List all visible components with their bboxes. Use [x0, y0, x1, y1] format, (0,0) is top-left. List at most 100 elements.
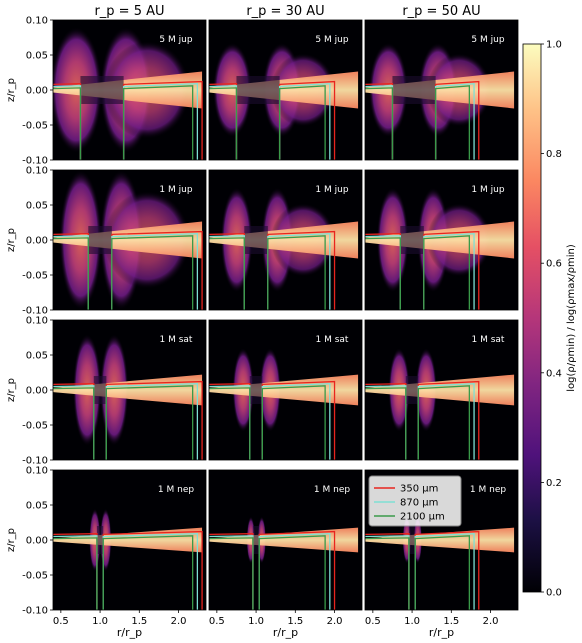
gap-region — [392, 76, 436, 104]
contour-line — [365, 385, 471, 460]
x-axis-label: r/r_p — [117, 626, 142, 639]
gap-region — [400, 226, 424, 254]
mass-label: 1 M nep — [158, 485, 194, 495]
contour-line — [365, 85, 471, 160]
y-tick-label: 0.00 — [26, 86, 48, 97]
panel-frame — [208, 19, 363, 161]
colorbar-tick-label: 0.8 — [546, 149, 562, 160]
gap-region — [93, 376, 107, 404]
mass-label: 1 M nep — [470, 485, 506, 495]
disk-midplane — [209, 71, 359, 109]
y-tick-label: -0.10 — [22, 456, 48, 467]
x-axis-label: r/r_p — [273, 626, 298, 639]
y-axis-label: z/r_p — [6, 528, 17, 552]
colorbar-tick-label: 0.2 — [546, 478, 562, 489]
panel-r3-c3: 1 M sat — [364, 319, 519, 461]
panel-r2-c1: 1 M jup 0.10 0.05 0.00 -0.05 -0.10 z/r_p — [6, 166, 207, 317]
gap-region — [405, 376, 419, 404]
legend-label: 350 μm — [400, 484, 438, 495]
x-axis-label: r/r_p — [429, 626, 454, 639]
disk-midplane — [53, 527, 203, 553]
panel-frame — [364, 319, 519, 461]
panel-frame — [208, 319, 363, 461]
mass-label: 1 M sat — [160, 335, 193, 345]
colorbar-tick-label: 0.6 — [546, 259, 562, 270]
x-tick-label: 1.0 — [92, 616, 108, 627]
contour-line — [53, 235, 194, 310]
panel-r4-c1: 1 M nep 0.10 0.05 0.00 -0.05 -0.10 z/r_p 0.5 1.0… — [6, 466, 207, 639]
contour-line — [53, 385, 194, 460]
x-tick-label: 2.0 — [483, 616, 499, 627]
x-tick-label: 1.5 — [287, 616, 303, 627]
y-tick-label: 0.05 — [26, 501, 48, 512]
gap-region — [249, 376, 263, 404]
panel-frame — [208, 469, 363, 611]
y-tick-label: 0.10 — [26, 166, 48, 177]
y-tick-label: -0.05 — [22, 271, 48, 282]
y-tick-label: -0.10 — [22, 306, 48, 317]
y-axis-label: z/r_p — [6, 378, 17, 402]
x-tick-label: 1.0 — [248, 616, 264, 627]
gap-region — [244, 226, 268, 254]
colorbar-tick-label: 0.4 — [546, 368, 562, 379]
mass-label: 5 M jup — [471, 35, 504, 45]
gap-region — [252, 526, 260, 554]
panel-r2-c3: 1 M jup — [364, 169, 519, 311]
legend: 350 μm 870 μm 2100 μm — [368, 475, 462, 527]
contour-line — [365, 235, 471, 310]
mass-label: 5 M jup — [159, 35, 192, 45]
mass-label: 1 M nep — [314, 485, 350, 495]
y-tick-label: 0.05 — [26, 51, 48, 62]
legend-label: 2100 μm — [400, 512, 445, 523]
mass-label: 1 M sat — [316, 335, 349, 345]
panel-frame — [364, 169, 519, 311]
y-tick-label: -0.05 — [22, 421, 48, 432]
panel-r2-c2: 1 M jup — [208, 169, 363, 311]
mass-label: 1 M jup — [471, 185, 504, 195]
panel-frame — [208, 169, 363, 311]
disk-midplane — [209, 221, 359, 259]
colorbar-tick-label: 0.0 — [546, 588, 562, 599]
mass-label: 1 M sat — [472, 335, 505, 345]
gap-region — [236, 76, 280, 104]
y-tick-label: 0.10 — [26, 16, 48, 27]
y-tick-label: 0.10 — [26, 316, 48, 327]
legend-label: 870 μm — [400, 498, 438, 509]
column-title: r_p = 30 AU — [246, 4, 324, 19]
x-tick-label: 1.0 — [404, 616, 420, 627]
y-tick-label: 0.10 — [26, 466, 48, 477]
panel-r1-c1: 5 M jup 0.10 0.05 0.00 -0.05 -0.10 z/r_p — [6, 16, 207, 167]
y-tick-label: 0.05 — [26, 201, 48, 212]
y-tick-label: -0.05 — [22, 571, 48, 582]
disk-midplane — [365, 221, 515, 259]
panel-r3-c2: 1 M sat — [208, 319, 363, 461]
y-tick-label: 0.05 — [26, 351, 48, 362]
panel-r1-c3: 5 M jup — [364, 19, 519, 161]
colorbar-label: log(ρ/ρmin) / log(ρmax/ρmin) — [566, 244, 577, 392]
contour-line — [365, 535, 471, 610]
x-tick-label: 0.5 — [365, 616, 381, 627]
disk-midplane — [53, 221, 203, 259]
y-axis-label: z/r_p — [6, 78, 17, 102]
x-tick-label: 2.0 — [327, 616, 343, 627]
panel-r3-c1: 1 M sat 0.10 0.05 0.00 -0.05 -0.10 z/r_p — [6, 316, 207, 467]
mass-label: 1 M jup — [159, 185, 192, 195]
colorbar-tick-label: 1.0 — [546, 40, 562, 51]
y-tick-label: 0.00 — [26, 386, 48, 397]
contour-line — [209, 535, 326, 610]
disk-midplane — [365, 527, 515, 553]
column-title: r_p = 50 AU — [402, 4, 480, 19]
x-tick-label: 0.5 — [209, 616, 225, 627]
y-tick-label: -0.10 — [22, 606, 48, 617]
gap-region — [96, 526, 104, 554]
disk-midplane — [365, 71, 515, 109]
gap-region — [88, 226, 112, 254]
panel-r4-c2: 1 M nep 0.5 1.0 1.5 2.0 r/r_p — [208, 469, 363, 639]
gap-region — [408, 526, 416, 554]
column-title: r_p = 5 AU — [94, 4, 164, 19]
gap-region — [80, 76, 124, 104]
contour-line — [53, 535, 194, 610]
y-tick-label: -0.10 — [22, 156, 48, 167]
contour-line — [209, 385, 326, 460]
